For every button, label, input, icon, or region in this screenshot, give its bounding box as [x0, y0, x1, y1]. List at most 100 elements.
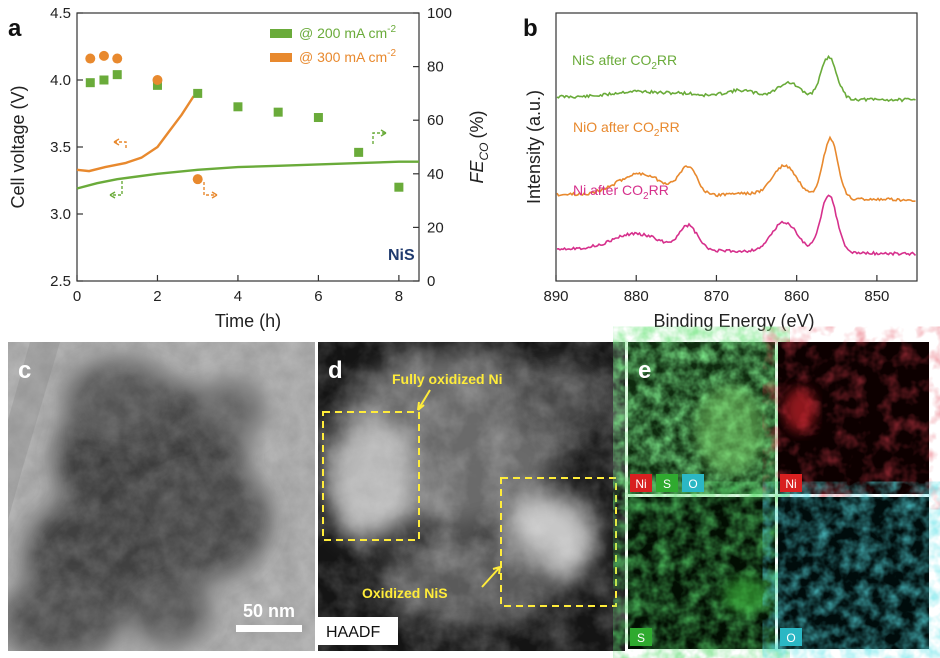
chip-ni-composite [630, 474, 652, 492]
fe-point-300 [112, 53, 123, 64]
fe-point-200 [152, 80, 162, 90]
label-oxidized-nis: Oxidized NiS [362, 585, 448, 601]
pointer-bottom [481, 566, 501, 588]
y-tick-label-right: 100 [427, 5, 452, 22]
voltage-lines [76, 95, 419, 190]
arrow-green-right-head [380, 129, 387, 137]
panel-label-e: e [638, 357, 651, 384]
voltage-line-300 [76, 95, 195, 173]
x-tick-label-a: 0 [73, 288, 81, 305]
chip-s-label: S [637, 631, 645, 645]
arrow-orange-left-head [113, 138, 120, 146]
legend-swatch-200 [270, 29, 292, 38]
y-axis-label-right: FECO (%) [467, 110, 491, 183]
map-composite-bright [695, 385, 765, 475]
series-label-ni: Ni after CO2RR [573, 182, 669, 202]
pointer-top-head [417, 401, 425, 411]
scale-bar-label: 50 nm [243, 601, 295, 621]
fe-point-200 [193, 88, 203, 98]
y-tick-label-right: 20 [427, 219, 444, 236]
fe-unit: (%) [467, 110, 487, 138]
arrow-orange-right [203, 182, 217, 196]
chip-s-composite [656, 474, 678, 492]
haadf-texture [318, 342, 625, 651]
voltage-line-200 [76, 160, 419, 190]
y-tick-label-right: 80 [427, 59, 444, 76]
x-tick-label-b: 870 [704, 288, 729, 305]
label-fully-oxidized-ni: Fully oxidized Ni [392, 371, 502, 387]
map-ni-hotspot [784, 388, 816, 432]
fe-point-200 [112, 70, 122, 80]
fe-point-300 [152, 75, 163, 85]
panel-label-c: c [18, 357, 31, 384]
x-axis-label-b: Binding Energy (eV) [653, 311, 814, 331]
panel-a: a 0 2 4 6 8 2.5 3.0 3.5 4.0 4.5 0 20 40 60 80 100 Cell … [8, 5, 491, 331]
legend-300: @ 300 mA cm-2 [299, 48, 396, 65]
haadf-label: HAADF [326, 624, 380, 641]
x-tick-label-b: 880 [624, 288, 649, 305]
panel-label-b: b [523, 15, 538, 42]
pointer-bottom-head [492, 566, 501, 575]
spectrum-ni [556, 194, 917, 257]
axis-ticks-b: 890 880 870 860 850 [543, 275, 889, 305]
fe-point-200 [99, 75, 109, 85]
chip-s [630, 628, 652, 646]
panel-e-eds-maps: Ni S O Ni S O e [628, 342, 929, 649]
fe-sub: CO [477, 142, 491, 160]
x-tick-label-b: 890 [543, 288, 568, 305]
fe-point-300 [98, 50, 109, 61]
spectrum-nio [556, 135, 916, 202]
y-tick-label-left: 4.5 [50, 5, 71, 22]
x-tick-label-a: 8 [395, 288, 403, 305]
y-tick-label-right: 0 [427, 273, 435, 290]
y-axis-label-left: Cell voltage (V) [8, 85, 28, 208]
y-tick-label-left: 3.5 [50, 139, 71, 156]
y-tick-label-right: 40 [427, 166, 444, 183]
y-tick-label-right: 60 [427, 112, 444, 129]
tem-texture [8, 342, 315, 651]
x-tick-label-a: 6 [314, 288, 322, 305]
pointer-top [417, 389, 431, 411]
arrow-green-right [372, 132, 386, 144]
panel-c-tem-image: 50 nm c [8, 342, 315, 651]
chip-ni [780, 474, 802, 492]
spectrum-nis [556, 54, 916, 103]
fe-points [85, 50, 404, 192]
map-s-texture [628, 497, 775, 649]
fe-point-200 [313, 113, 323, 123]
arrow-orange-left [114, 141, 127, 148]
fe-point-300 [85, 53, 96, 64]
axis-ticks-a: 0 2 4 6 8 2.5 3.0 3.5 4.0 4.5 0 20 40 60 80 100 [50, 5, 452, 305]
nis-annotation: NiS [388, 247, 415, 264]
chip-ni-label: Ni [785, 477, 796, 491]
chip-ni-composite-label: Ni [635, 477, 646, 491]
x-tick-label-b: 860 [784, 288, 809, 305]
fe-base: FE [467, 160, 487, 184]
panel-b: b 890 880 870 860 850 Intensity (a.u.) Bindi… [523, 12, 918, 331]
fe-point-200 [85, 78, 95, 88]
arrow-green-left-head [109, 191, 116, 199]
panel-d-haadf-image: Fully oxidized Ni Oxidized NiS HAADF d [318, 342, 625, 651]
legend-200: @ 200 mA cm-2 [299, 24, 396, 41]
panel-label-d: d [328, 357, 343, 384]
y-axis-label-b: Intensity (a.u.) [524, 90, 544, 204]
fe-point-200 [354, 147, 364, 157]
chip-o-label: O [786, 631, 795, 645]
axis-arrows [109, 129, 387, 199]
fe-point-200 [273, 107, 283, 117]
x-tick-label-a: 2 [153, 288, 161, 305]
arrow-green-left [110, 181, 123, 196]
box-fully-oxidized-ni [322, 411, 420, 541]
chip-o-composite-label: O [688, 477, 697, 491]
fe-point-200 [394, 182, 404, 192]
x-tick-label-b: 850 [864, 288, 889, 305]
box-oxidized-nis [500, 477, 617, 607]
y-tick-label-left: 4.0 [50, 72, 71, 89]
fe-point-200 [233, 102, 243, 112]
map-o-texture [778, 497, 929, 649]
chip-o-composite [682, 474, 704, 492]
scale-bar [236, 625, 302, 632]
y-tick-label-left: 3.0 [50, 206, 71, 223]
x-tick-label-a: 4 [234, 288, 242, 305]
